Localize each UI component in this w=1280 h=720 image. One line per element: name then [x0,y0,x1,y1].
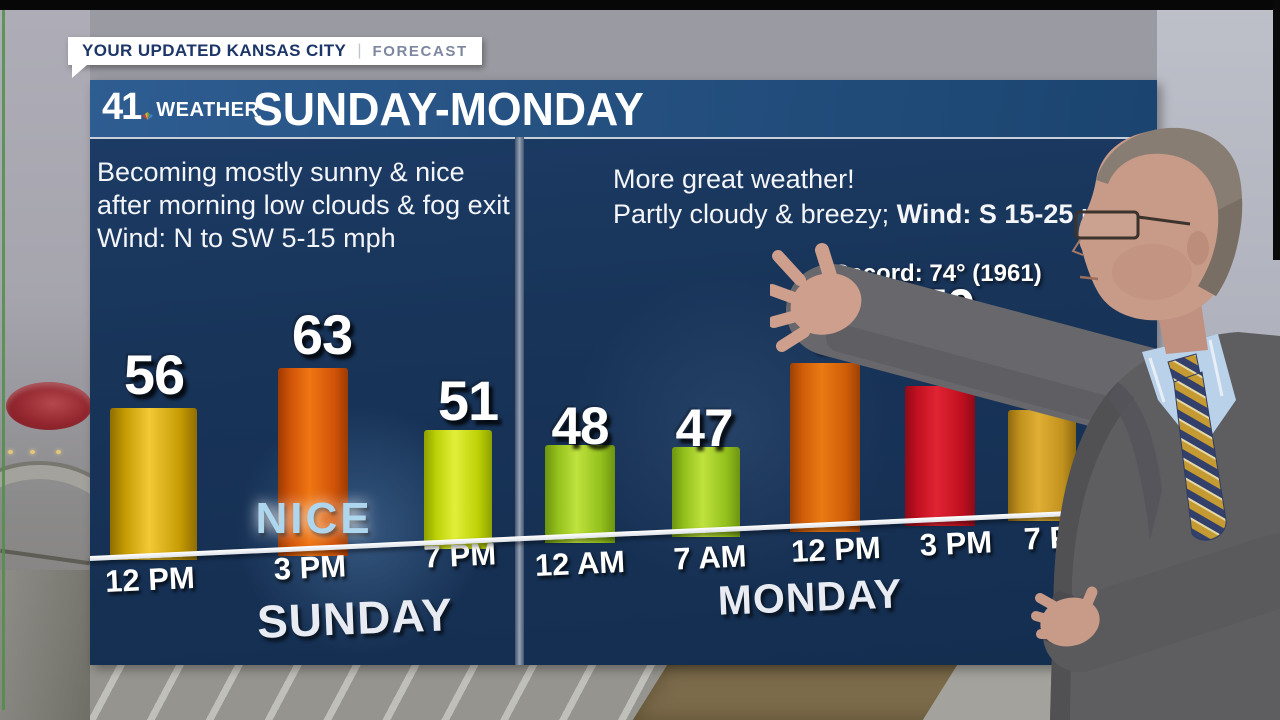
monday-value-12am: 48 [551,397,610,456]
page-title: SUNDAY-MONDAY [253,83,644,135]
monday-summary-line1: More great weather! [613,164,855,194]
panel-header: 41 WEATHER SUNDAY-MONDAY [90,80,1157,139]
sunday-time-3pm: 3 PM [273,548,347,587]
presenter-hair [1096,127,1243,296]
station-word: WEATHER [156,99,260,121]
sunday-value-3pm: 63 [291,303,353,366]
chroma-edge-line [2,10,5,710]
monday-bar-12am [545,445,615,543]
monday-value-7am: 47 [675,399,734,458]
sunday-bar-3pm [278,368,348,556]
sunday-value-7pm: 51 [437,369,499,432]
banner-subtitle: FORECAST [372,42,468,60]
top-letterbox-bar [0,0,1280,10]
presenter-arm [786,264,1216,446]
road [0,570,90,720]
monday-bar-12pm [790,363,860,532]
banner-title: YOUR UPDATED KANSAS CITY [82,41,347,60]
sunday-bar-12pm [110,408,197,560]
presenter-hand [770,243,862,352]
presenter-left-arm [1043,533,1280,672]
monday-bar-7am [672,447,740,537]
highway-lanes [90,665,730,720]
station-banner: YOUR UPDATED KANSAS CITY | FORECAST [68,37,482,78]
panel-divider [515,137,524,665]
presenter-ear [1187,231,1209,265]
station-logo: 41 WEATHER [102,87,259,127]
weather-presenter [770,127,1280,720]
left-camera-background [0,10,90,720]
station-number: 41 [102,86,142,128]
nice-annotation: NICE [255,494,373,543]
sunday-summary-line2: after morning low clouds & fog exit [97,190,510,220]
right-edge-bar [1273,0,1280,260]
monday-bar-3pm [905,386,975,526]
sunday-summary: Becoming mostly sunny & nice after morni… [97,156,515,255]
sunday-time-12pm: 12 PM [104,559,196,600]
sunday-bar-7pm [424,430,492,549]
banner-separator: | [357,42,362,59]
monday-time-7am: 7 AM [672,538,748,577]
stadium-lights [0,448,90,458]
presenter-head [1071,127,1243,354]
sunday-summary-line1: Becoming mostly sunny & nice [97,157,465,187]
monday-time-12am: 12 AM [534,543,626,584]
monday-summary-line2-regular: Partly cloudy & breezy; [613,199,897,229]
presenter-glasses [1074,210,1140,240]
sunday-value-12pm: 56 [123,343,185,406]
sunday-summary-line3: Wind: N to SW 5-15 mph [97,223,396,253]
arrowhead-stadium [6,382,90,430]
nbc-peacock-icon [142,112,154,120]
presenter-left-hand [1031,586,1100,647]
